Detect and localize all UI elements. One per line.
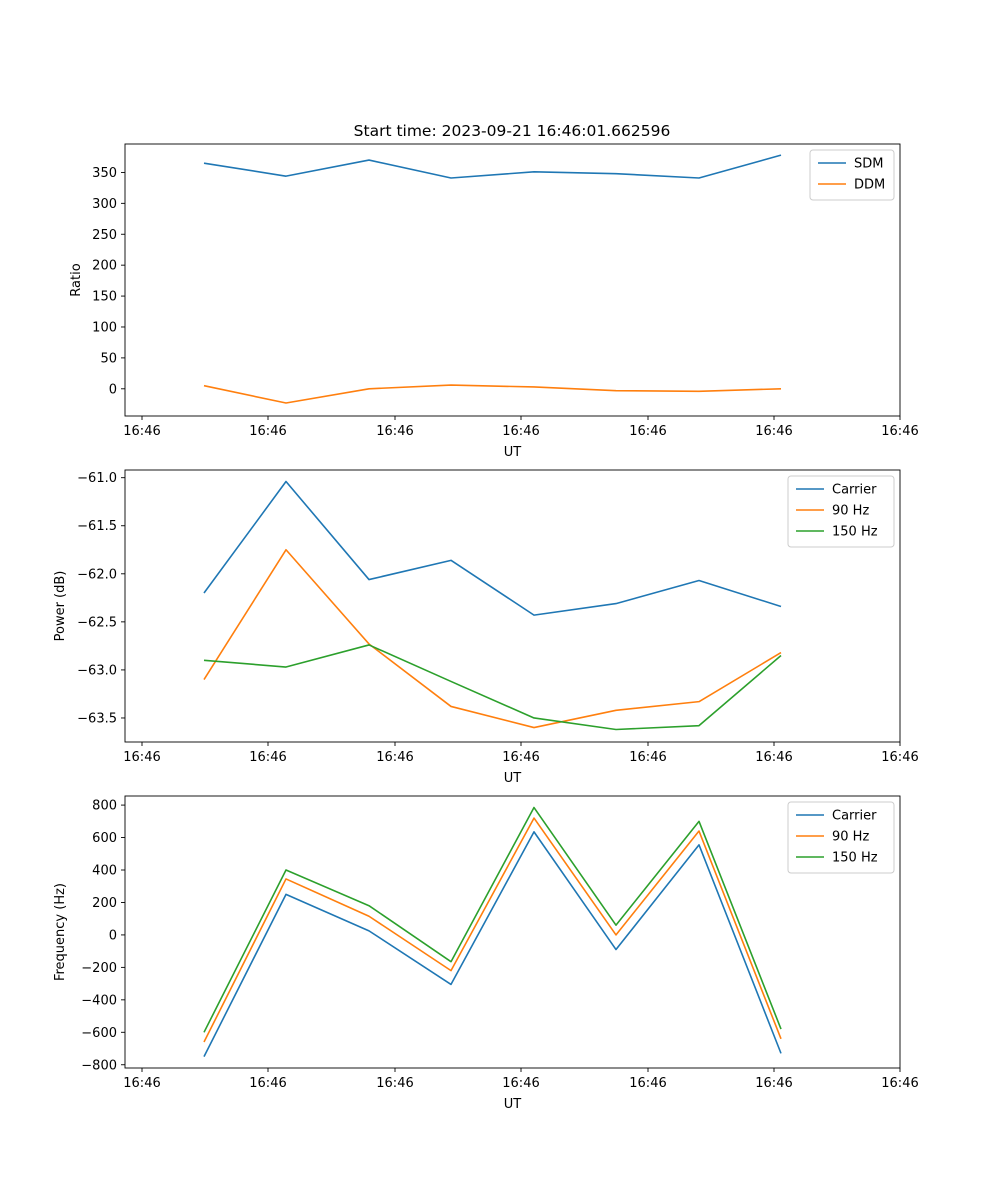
x-axis-label: UT (504, 1097, 522, 1112)
y-tick-label: −61.5 (77, 519, 117, 534)
y-tick-label: 50 (100, 351, 117, 366)
series-line-150-hz (203, 806, 782, 1033)
x-tick-label: 16:46 (249, 424, 286, 439)
y-tick-label: 200 (92, 896, 117, 911)
panel-3: 16:46 16:46 16:46 16:46 16:46 16:46 16:46 −800 −… (53, 795, 919, 1112)
legend-label: SDM (854, 157, 883, 172)
y-tick-label: −62.0 (77, 567, 117, 582)
legend-label: 90 Hz (832, 504, 869, 519)
y-tick-label: 100 (92, 320, 117, 335)
y-tick-label: −600 (81, 1026, 117, 1041)
legend-label: Carrier (832, 483, 877, 498)
series-line-ddm (203, 384, 782, 404)
y-tick-label: −800 (81, 1058, 117, 1073)
series-line-carrier (203, 831, 782, 1058)
series-line-carrier (203, 480, 782, 616)
x-tick-label: 16:46 (376, 750, 413, 765)
x-tick-label: 16:46 (376, 424, 413, 439)
x-tick-label: 16:46 (629, 750, 666, 765)
plot-frame (124, 795, 901, 1069)
chart-title: Start time: 2023-09-21 16:46:01.662596 (354, 122, 671, 140)
x-tick-label: 16:46 (502, 424, 539, 439)
x-axis-label: UT (504, 771, 522, 786)
y-tick-label: −200 (81, 961, 117, 976)
panel-2: 16:46 16:46 16:46 16:46 16:46 16:46 16:46 −63.5… (53, 469, 919, 786)
x-tick-label: 16:46 (755, 750, 792, 765)
x-tick-label: 16:46 (123, 750, 160, 765)
y-axis-label: Ratio (69, 263, 84, 296)
series-line-150-hz (203, 644, 782, 731)
y-tick-label: −62.5 (77, 615, 117, 630)
x-axis-label: UT (504, 445, 522, 460)
x-tick-label: 16:46 (502, 1076, 539, 1091)
y-tick-label: −400 (81, 993, 117, 1008)
x-tick-label: 16:46 (629, 424, 666, 439)
y-tick-label: 300 (92, 197, 117, 212)
y-tick-label: 400 (92, 864, 117, 879)
x-tick-label: 16:46 (123, 424, 160, 439)
x-tick-label: 16:46 (502, 750, 539, 765)
y-tick-label: 150 (92, 290, 117, 305)
y-tick-label: 0 (109, 382, 117, 397)
x-tick-label: 16:46 (249, 750, 286, 765)
series-line-90-hz (203, 548, 782, 729)
x-tick-label: 16:46 (123, 1076, 160, 1091)
y-tick-label: 0 (109, 928, 117, 943)
x-tick-label: 16:46 (376, 1076, 413, 1091)
y-tick-label: 800 (92, 799, 117, 814)
x-tick-label: 16:46 (755, 424, 792, 439)
y-tick-label: 350 (92, 166, 117, 181)
legend: Carrier 90 Hz 150 Hz (787, 475, 895, 548)
legend-label: 150 Hz (832, 525, 878, 540)
series-line-90-hz (203, 817, 782, 1043)
legend-label: Carrier (832, 809, 877, 824)
legend-box (787, 801, 895, 874)
legend-label: 150 Hz (832, 851, 878, 866)
legend: SDM DDM (809, 149, 895, 201)
y-tick-label: −63.5 (77, 711, 117, 726)
legend-box (787, 475, 895, 548)
series-line-sdm (203, 154, 782, 179)
y-tick-label: 600 (92, 831, 117, 846)
plot-frame (124, 469, 901, 743)
y-tick-label: −63.0 (77, 663, 117, 678)
y-tick-label: −61.0 (77, 471, 117, 486)
x-tick-label: 16:46 (755, 1076, 792, 1091)
legend: Carrier 90 Hz 150 Hz (787, 801, 895, 874)
y-tick-label: 200 (92, 259, 117, 274)
x-tick-label: 16:46 (249, 1076, 286, 1091)
legend-label: 90 Hz (832, 830, 869, 845)
x-tick-label: 16:46 (629, 1076, 666, 1091)
plot-frame (124, 143, 901, 417)
x-tick-label: 16:46 (881, 750, 918, 765)
x-tick-label: 16:46 (881, 1076, 918, 1091)
panel-1: 16:46 16:46 16:46 16:46 16:46 16:46 16:46 0 50 10… (69, 143, 919, 460)
y-tick-label: 250 (92, 228, 117, 243)
y-axis-label: Power (dB) (53, 571, 68, 642)
legend-label: DDM (854, 178, 885, 193)
y-axis-label: Frequency (Hz) (53, 883, 68, 981)
x-tick-label: 16:46 (881, 424, 918, 439)
